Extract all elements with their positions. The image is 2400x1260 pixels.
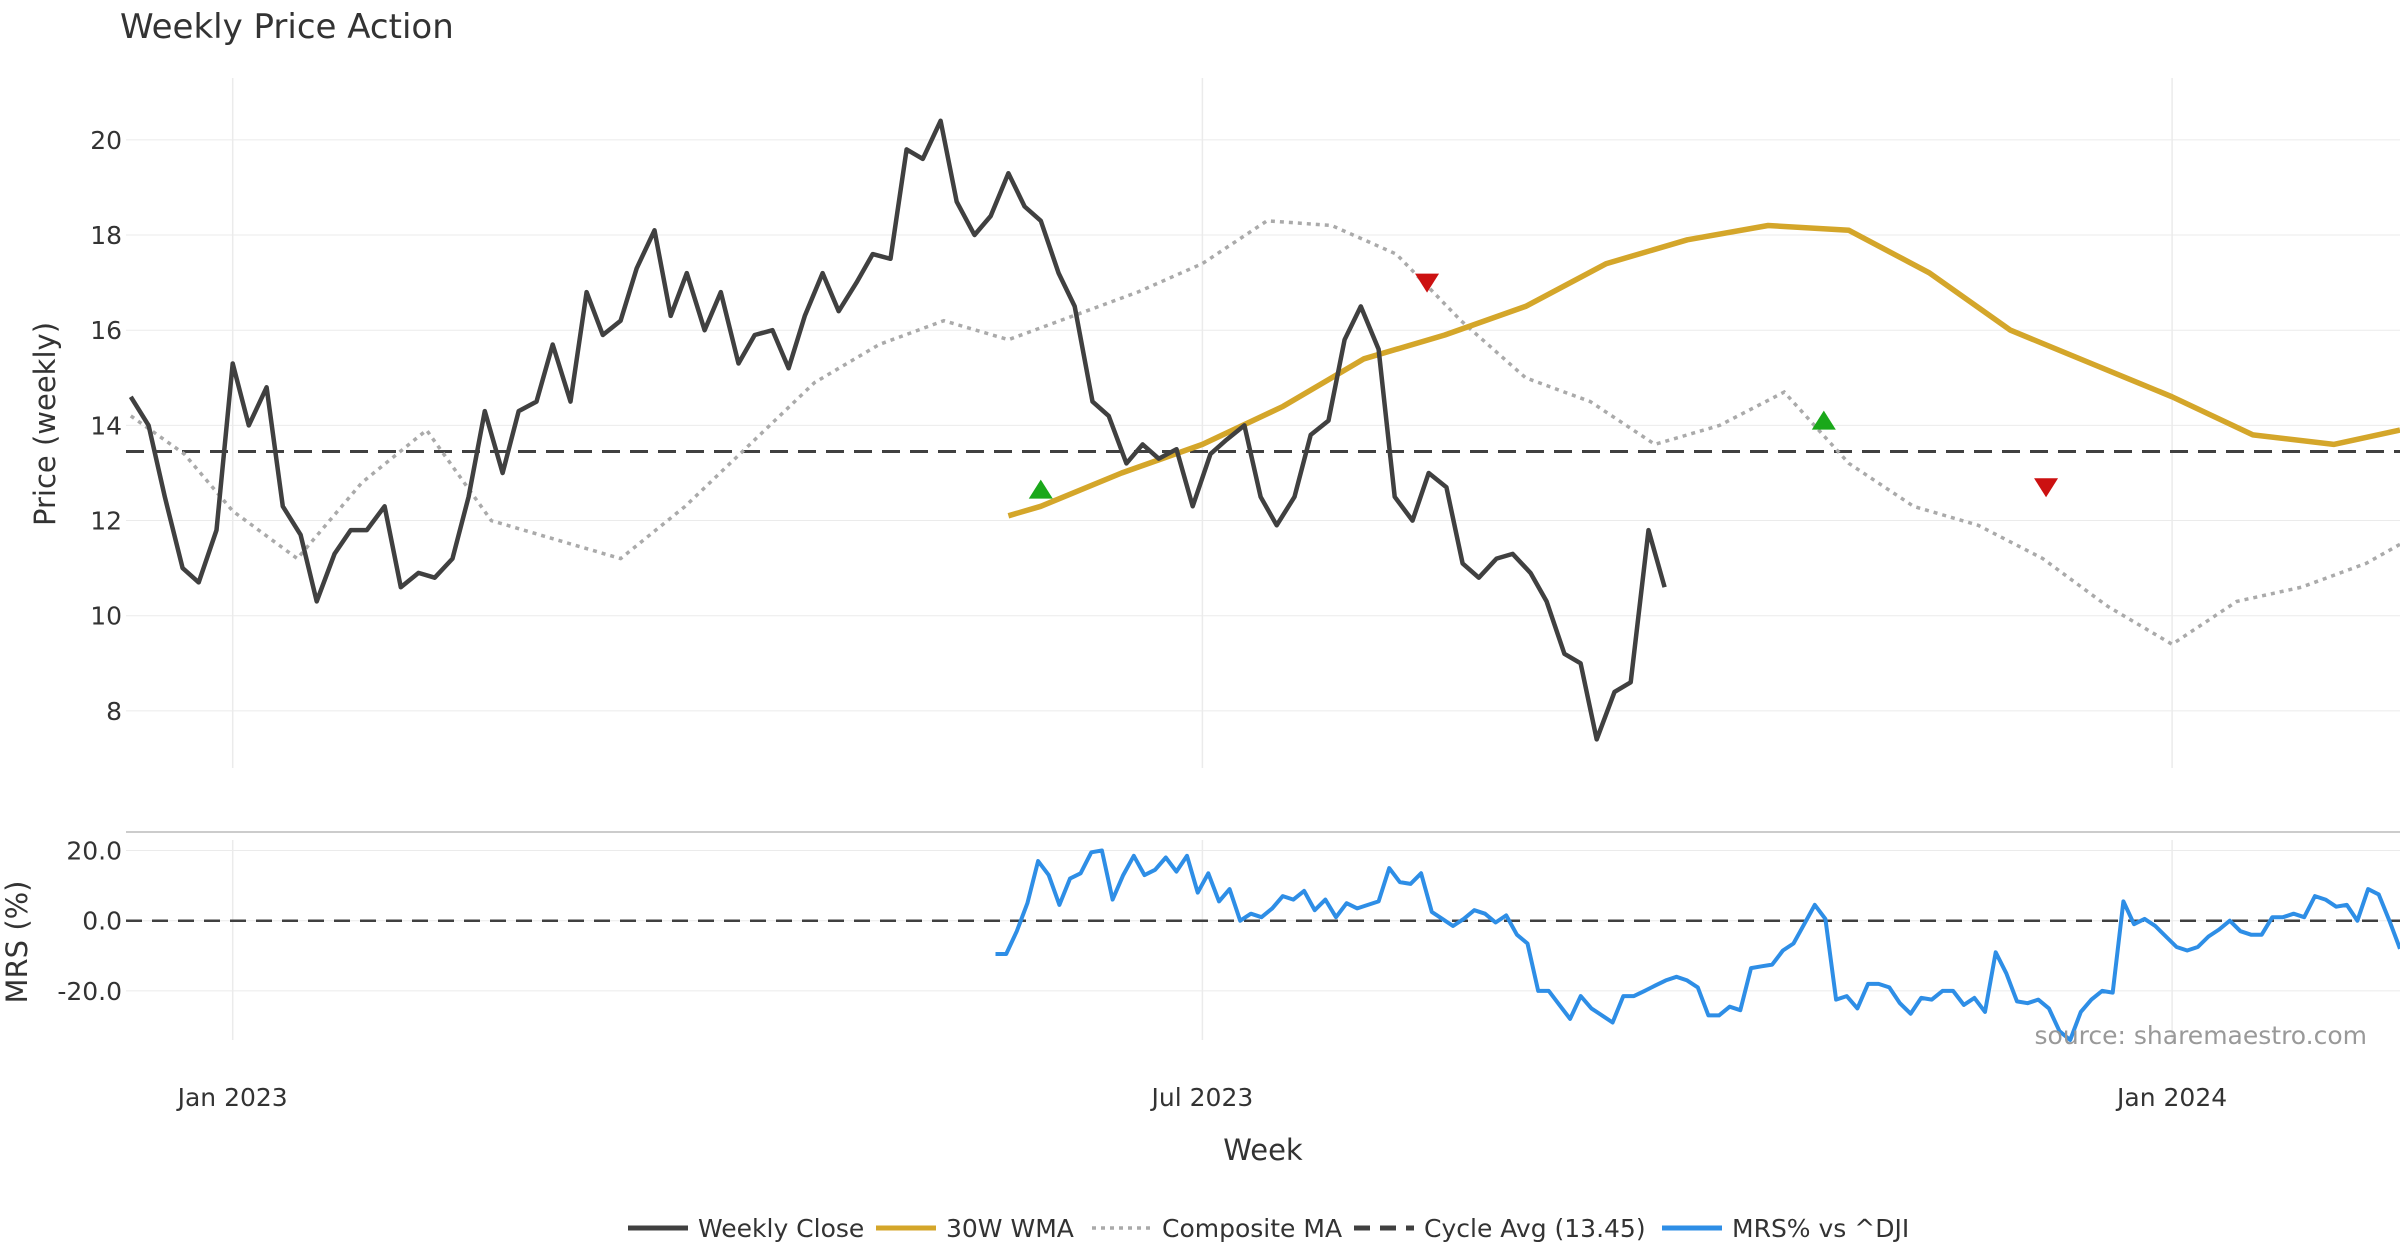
y-tick-label-price: 8	[106, 697, 122, 726]
legend-label-composite: Composite MA	[1162, 1214, 1342, 1243]
source-credit: source: sharemaestro.com	[2035, 1021, 2368, 1050]
y-tick-label-price: 18	[90, 221, 122, 250]
y-tick-label-mrs: 0.0	[82, 907, 122, 936]
y-tick-label-price: 20	[90, 126, 122, 155]
legend-label-wma: 30W WMA	[946, 1214, 1074, 1243]
y-tick-label-price: 16	[90, 316, 122, 345]
buy-signal-marker	[1028, 479, 1053, 499]
series-lines	[128, 118, 2400, 1042]
grid-lines	[126, 78, 2400, 1040]
chart-title: Weekly Price Action	[120, 7, 454, 47]
y-tick-label-price: 14	[90, 411, 122, 440]
mrs-line	[995, 848, 2400, 1042]
y-tick-label-mrs: -20.0	[57, 977, 122, 1006]
x-axis-label: Week	[1223, 1133, 1303, 1167]
composite-ma-line	[129, 219, 2400, 647]
y-tick-label-price: 10	[90, 602, 122, 631]
legend-label-cycle: Cycle Avg (13.45)	[1424, 1214, 1646, 1243]
x-tick-label: Jul 2023	[1150, 1083, 1254, 1112]
y-tick-label-price: 12	[90, 507, 122, 536]
x-tick-label: Jan 2024	[2115, 1083, 2227, 1112]
reference-lines	[126, 450, 2400, 922]
wma-30w-line	[1007, 222, 2400, 519]
y-axis-label-mrs: MRS (%)	[0, 881, 34, 1004]
buy-signal-marker	[1811, 410, 1836, 430]
sell-signal-marker	[1415, 273, 1440, 293]
y-axis-label-price: Price (weekly)	[28, 322, 62, 526]
weekly-close-line	[128, 118, 1667, 742]
x-tick-label: Jan 2023	[176, 1083, 288, 1112]
signal-markers	[1028, 273, 2059, 499]
sell-signal-marker	[2034, 478, 2059, 498]
legend-label-mrs: MRS% vs ^DJI	[1732, 1214, 1909, 1243]
legend-label-close: Weekly Close	[698, 1214, 864, 1243]
y-tick-label-mrs: 20.0	[66, 837, 122, 866]
legend: Weekly Close 30W WMA Composite MA Cycle Avg…	[628, 1214, 1909, 1243]
